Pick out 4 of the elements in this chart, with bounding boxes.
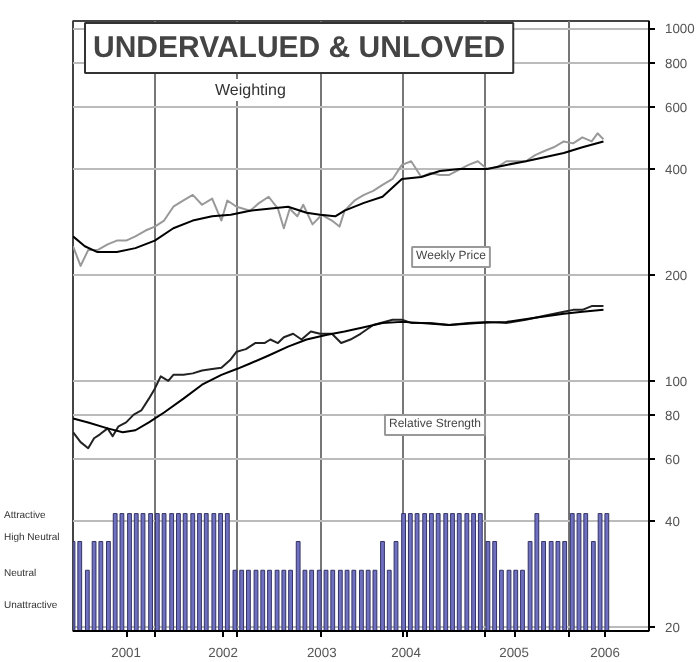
line-series xyxy=(73,140,605,254)
chart-title: UNDERVALUED & UNLOVED xyxy=(93,31,506,65)
text: Weighting xyxy=(215,81,286,99)
line-series xyxy=(73,132,605,267)
